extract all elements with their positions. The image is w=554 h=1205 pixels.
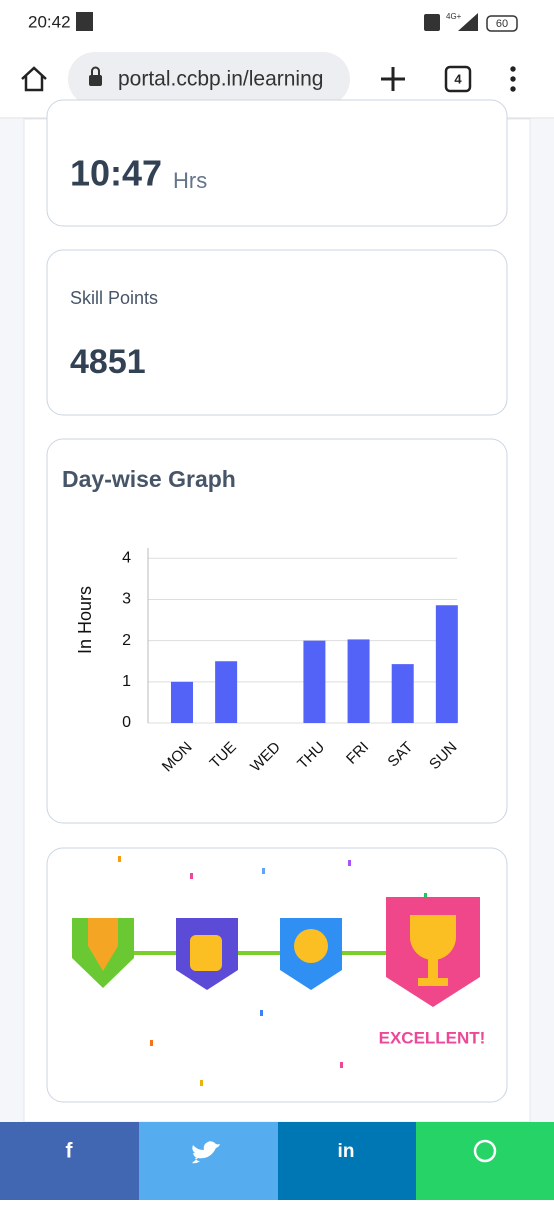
tab-count: 4 [454,71,462,86]
battery-box [486,15,518,32]
whatsapp-icon [473,1139,497,1163]
badge-label: EXCELLENT! [379,1028,486,1047]
battery: 60 [496,18,508,30]
facebook-share[interactable] [0,1122,139,1200]
menu-button[interactable] [510,66,516,92]
bar [303,640,326,723]
skill-value: 4851 [70,343,146,381]
y-tick-label: 2 [122,632,131,649]
home-button[interactable] [21,66,47,92]
facebook-icon: f [66,1140,74,1163]
chart-title: Day-wise Graph [62,466,236,492]
skill-card [46,249,508,416]
y-tick-label: 4 [122,550,131,567]
new-tab[interactable] [381,67,405,91]
notif-icon [76,12,93,31]
bar [170,681,193,723]
confetti [118,856,427,1086]
pencil [88,918,118,971]
linkedin-icon: in [338,1141,355,1162]
trophy [410,915,456,986]
time: 20:42 [28,12,71,31]
network: 4G+ [446,12,462,21]
volte-icon [424,14,440,31]
twitter-icon [192,1141,220,1164]
bar [391,664,414,723]
tabs-button[interactable] [444,65,472,93]
bar [347,639,370,723]
bar [215,661,238,723]
skill-label: Skill Points [70,288,158,308]
thumb [190,935,222,971]
bar [435,605,458,723]
time-unit: Hrs [173,168,207,193]
medal [294,929,328,963]
url: portal.ccbp.in/learning [118,68,323,91]
signal [458,13,478,31]
lock-icon [89,75,102,86]
time-card [46,99,508,227]
y-tick-label: 0 [122,714,131,731]
y-tick-label: 1 [122,673,131,690]
y-axis-label: In Hours [75,586,95,654]
linkedin-share[interactable] [278,1122,416,1200]
url-bar[interactable] [68,52,350,106]
twitter-share[interactable] [139,1122,278,1200]
y-tick-label: 3 [122,591,131,608]
lock-shackle [91,66,100,75]
time-value: 10:47 [70,153,162,194]
chart-card [46,438,508,824]
